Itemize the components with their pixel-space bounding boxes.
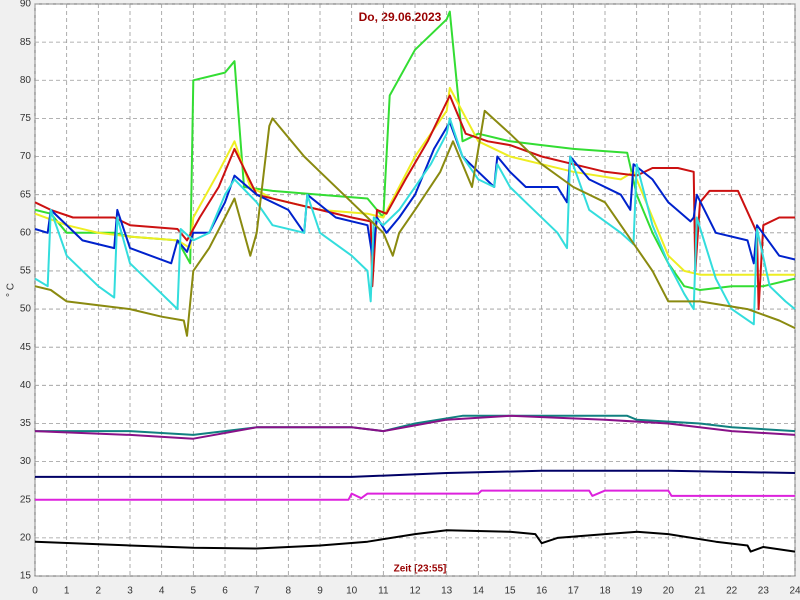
y-tick-label: 15 <box>20 571 32 582</box>
data-line <box>35 414 796 436</box>
y-tick-label: 90 <box>20 0 32 10</box>
x-tick-label: 15 <box>504 586 516 597</box>
x-tick-label: 0 <box>32 586 38 597</box>
x-tick-label: 3 <box>127 586 133 597</box>
x-tick-label: 23 <box>758 586 770 597</box>
x-tick-label: 18 <box>599 586 611 597</box>
y-tick-label: 45 <box>20 342 32 353</box>
y-tick-label: 50 <box>20 304 32 315</box>
x-tick-label: 1 <box>64 586 70 597</box>
x-tick-label: 5 <box>191 586 197 597</box>
data-line <box>35 489 795 501</box>
x-tick-label: 14 <box>473 586 485 597</box>
x-tick-label: 9 <box>317 586 323 597</box>
x-tick-label: 8 <box>286 586 292 597</box>
x-tick-label: 19 <box>631 586 643 597</box>
data-line <box>35 469 796 478</box>
y-tick-label: 75 <box>20 113 32 124</box>
y-tick-label: 85 <box>20 37 32 48</box>
x-tick-label: 22 <box>726 586 738 597</box>
x-tick-label: 20 <box>663 586 675 597</box>
x-tick-label: 4 <box>159 586 165 597</box>
y-tick-label: 40 <box>20 380 32 391</box>
y-tick-label: 25 <box>20 494 32 505</box>
x-tick-label: 10 <box>346 586 358 597</box>
data-line <box>34 94 795 311</box>
x-tick-label: 7 <box>254 586 260 597</box>
x-tick-label: 6 <box>222 586 228 597</box>
y-tick-label: 20 <box>20 533 32 544</box>
data-line <box>34 109 796 337</box>
x-tick-label: 24 <box>789 586 800 597</box>
x-axis-label: Zeit [23:55] <box>394 564 447 575</box>
y-tick-label: 35 <box>20 418 32 429</box>
x-tick-label: 2 <box>96 586 102 597</box>
data-line <box>34 414 796 440</box>
x-tick-label: 16 <box>536 586 548 597</box>
y-tick-label: 55 <box>20 266 32 277</box>
y-tick-label: 30 <box>20 456 32 467</box>
chart-title: Do, 29.06.2023 <box>359 10 442 24</box>
x-tick-label: 21 <box>694 586 706 597</box>
x-tick-label: 12 <box>409 586 421 597</box>
y-axis-label: ° C <box>6 283 17 297</box>
y-tick-label: 65 <box>20 189 32 200</box>
data-line <box>34 117 796 326</box>
y-tick-label: 80 <box>20 75 32 86</box>
x-tick-label: 13 <box>441 586 453 597</box>
x-tick-label: 17 <box>568 586 580 597</box>
data-line <box>34 86 795 276</box>
x-tick-label: 11 <box>378 586 389 597</box>
y-tick-label: 70 <box>20 151 32 162</box>
y-tick-label: 60 <box>20 227 32 238</box>
data-line <box>34 529 796 553</box>
